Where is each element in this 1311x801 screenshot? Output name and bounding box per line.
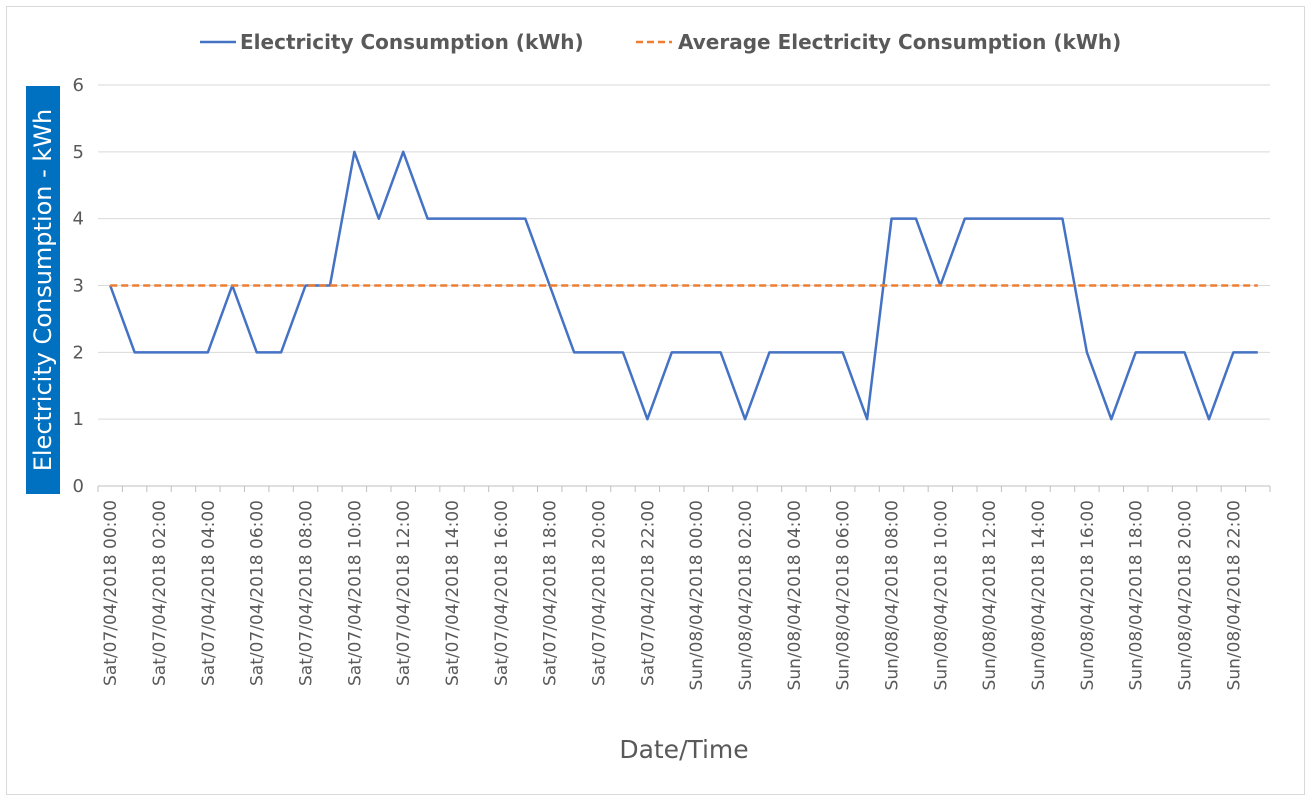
series-lines — [109, 150, 1258, 421]
x-tick-label: Sun/08/04/2018 10:00 — [931, 500, 951, 690]
x-tick-label: Sat/07/04/2018 02:00 — [150, 500, 170, 686]
x-tick-label: Sun/08/04/2018 12:00 — [980, 500, 1000, 690]
x-tick-label: Sun/08/04/2018 04:00 — [785, 500, 805, 690]
x-tick-label: Sat/07/04/2018 10:00 — [345, 500, 365, 686]
x-tick-label: Sun/08/04/2018 02:00 — [736, 500, 756, 690]
y-tick-label: 4 — [73, 209, 84, 230]
y-tick-label: 6 — [73, 75, 84, 96]
x-tick-label: Sat/07/04/2018 14:00 — [443, 500, 463, 686]
y-axis-title: Electricity Consumption - kWh — [26, 86, 60, 494]
x-tick-label: Sun/08/04/2018 20:00 — [1176, 500, 1196, 690]
legend-label-consumption: Electricity Consumption (kWh) — [240, 30, 584, 54]
x-tick-label: Sun/08/04/2018 06:00 — [834, 500, 854, 690]
x-tick-label: Sun/08/04/2018 18:00 — [1127, 500, 1147, 690]
y-tick-label: 1 — [73, 409, 84, 430]
x-tick-label: Sat/07/04/2018 06:00 — [248, 500, 268, 686]
x-tick-label: Sat/07/04/2018 12:00 — [394, 500, 414, 686]
y-tick-label: 5 — [73, 142, 84, 163]
x-tick-label: Sun/08/04/2018 22:00 — [1224, 500, 1244, 690]
x-axis-title: Date/Time — [619, 735, 748, 764]
x-tick-label: Sat/07/04/2018 08:00 — [297, 500, 317, 686]
y-tick-label: 2 — [73, 342, 84, 363]
x-tick-labels: Sat/07/04/2018 00:00 Sat/07/04/2018 02:00… — [101, 500, 1244, 690]
x-tick-label: Sun/08/04/2018 16:00 — [1078, 500, 1098, 690]
y-tick-labels: 0 1 2 3 4 5 6 — [73, 75, 84, 497]
y-axis-title-background — [26, 86, 60, 494]
gridlines — [98, 84, 1270, 420]
axes — [97, 485, 1271, 492]
legend: Electricity Consumption (kWh) Average El… — [200, 30, 1121, 54]
x-tick-label: Sat/07/04/2018 18:00 — [541, 500, 561, 686]
x-tick-label: Sun/08/04/2018 00:00 — [687, 500, 707, 690]
x-tick-label: Sun/08/04/2018 14:00 — [1029, 500, 1049, 690]
y-tick-label: 0 — [73, 476, 84, 497]
series-line-consumption — [109, 150, 1258, 421]
y-axis-title-text: Electricity Consumption - kWh — [29, 109, 57, 472]
x-tick-label: Sat/07/04/2018 00:00 — [101, 500, 121, 686]
y-tick-label: 3 — [73, 276, 84, 297]
x-tick-label: Sun/08/04/2018 08:00 — [883, 500, 903, 690]
legend-label-average: Average Electricity Consumption (kWh) — [678, 30, 1121, 54]
x-tick-label: Sat/07/04/2018 04:00 — [199, 500, 219, 686]
x-tick-label: Sat/07/04/2018 20:00 — [590, 500, 610, 686]
x-tick-label: Sat/07/04/2018 16:00 — [492, 500, 512, 686]
x-tick-label: Sat/07/04/2018 22:00 — [638, 500, 658, 686]
